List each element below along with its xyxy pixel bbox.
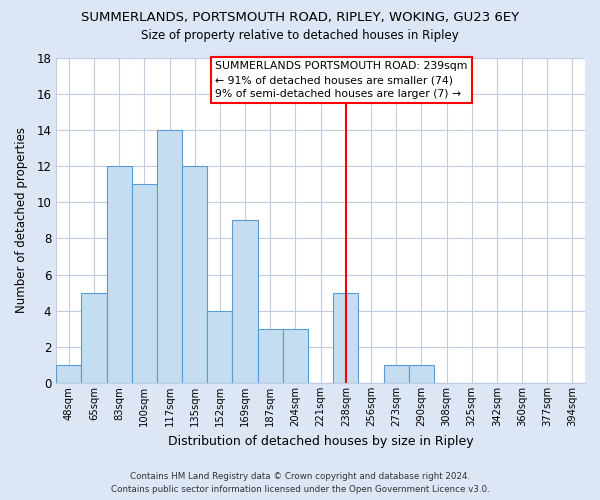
Bar bbox=[232, 220, 257, 383]
Bar bbox=[107, 166, 132, 383]
X-axis label: Distribution of detached houses by size in Ripley: Distribution of detached houses by size … bbox=[168, 434, 473, 448]
Bar bbox=[132, 184, 157, 383]
Text: SUMMERLANDS PORTSMOUTH ROAD: 239sqm
← 91% of detached houses are smaller (74)
9%: SUMMERLANDS PORTSMOUTH ROAD: 239sqm ← 91… bbox=[215, 61, 467, 99]
Bar bbox=[333, 292, 358, 383]
Text: Size of property relative to detached houses in Ripley: Size of property relative to detached ho… bbox=[141, 29, 459, 42]
Y-axis label: Number of detached properties: Number of detached properties bbox=[15, 128, 28, 314]
Bar bbox=[157, 130, 182, 383]
Bar bbox=[257, 329, 283, 383]
Bar bbox=[383, 365, 409, 383]
Bar bbox=[207, 310, 232, 383]
Bar bbox=[56, 365, 82, 383]
Bar bbox=[182, 166, 207, 383]
Text: SUMMERLANDS, PORTSMOUTH ROAD, RIPLEY, WOKING, GU23 6EY: SUMMERLANDS, PORTSMOUTH ROAD, RIPLEY, WO… bbox=[81, 12, 519, 24]
Bar bbox=[283, 329, 308, 383]
Text: Contains HM Land Registry data © Crown copyright and database right 2024.
Contai: Contains HM Land Registry data © Crown c… bbox=[110, 472, 490, 494]
Bar bbox=[409, 365, 434, 383]
Bar bbox=[82, 292, 107, 383]
